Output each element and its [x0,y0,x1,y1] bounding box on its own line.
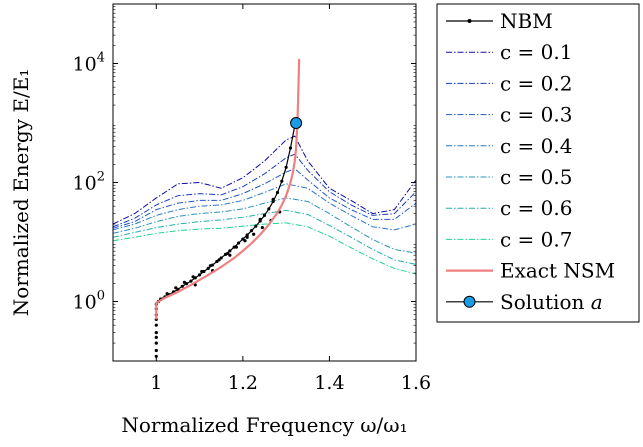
series-c-0-5-line [113,197,416,254]
series-layer [113,58,416,358]
series-nbm-point [182,280,187,284]
legend-label: c = 0.7 [500,227,572,251]
legend-item-c-0-5: c = 0.5 [446,165,572,189]
legend-label: Solution a [500,290,603,314]
legend-swatch-marker [467,19,472,23]
y-tick-label: 104 [73,51,105,76]
legend-label: NBM [500,9,553,33]
legend-item-c-0-4: c = 0.4 [446,134,572,158]
series-c-0-2-line [113,153,416,228]
series-nbm-point [243,239,247,243]
legend-swatch-marker [463,295,476,308]
series-c-0-3-line [113,168,416,229]
series-nbm-point [252,232,256,236]
x-tick-label: 1.4 [314,372,344,394]
series-c-0-7-line [113,222,416,275]
legend-label: c = 0.2 [500,71,572,95]
ticks-layer: 1 1.2 1.4 1.6 100 102 104 [73,4,431,394]
series-c-0-4-line [113,183,416,231]
y-axis-title: Normalized Energy E/E₁ [9,69,33,317]
legend-item-solution-a: Solution a [446,290,603,314]
x-tick-label: 1 [150,372,162,394]
plot-frame [112,3,417,362]
legend-label: c = 0.5 [500,165,572,189]
series-exact-nsm-line [155,58,301,320]
legend: NBM c = 0.1 c = 0.2 c = 0.3 c = 0.4 c = 0.5 c … [436,3,640,323]
series-nbm-point [260,225,264,230]
legend-box [436,3,640,323]
series-nbm-point [165,292,169,296]
series-c-0-6-line [113,209,416,265]
y-tick-label: 100 [73,289,105,314]
legend-item-c-0-6: c = 0.6 [446,196,572,220]
series-nbm-point [154,348,158,353]
legend-item-c-0-2: c = 0.2 [446,71,572,95]
series-nbm-point [154,341,158,345]
legend-item-nbm: NBM [446,9,553,33]
legend-item-exact-nsm: Exact NSM [446,259,615,283]
series-nbm-point [154,335,158,339]
series-nbm-points [154,124,297,358]
legend-item-c-0-7: c = 0.7 [446,227,572,251]
series-nbm-point [228,253,232,257]
series-nbm-line [157,125,296,302]
series-c-0-1-line [113,135,416,225]
legend-item-c-0-3: c = 0.3 [446,103,572,127]
series-nbm-point [191,275,195,279]
x-axis-title: Normalized Frequency ω/ω₁ [121,413,407,437]
series-nbm-point [174,286,178,290]
x-tick-label: 1.2 [228,372,258,394]
legend-item-c-0-1: c = 0.1 [446,40,572,64]
x-tick-label: 1.6 [401,372,431,394]
legend-label: c = 0.6 [500,196,572,220]
legend-label: c = 0.4 [500,134,572,158]
legend-label: c = 0.1 [500,40,572,64]
y-tick-label: 102 [73,170,105,195]
series-nbm-point [154,331,158,335]
legend-label: c = 0.3 [500,103,572,127]
series-nbm-point [154,323,158,327]
legend-label: Exact NSM [500,259,615,283]
series-solution-a-marker [290,117,303,129]
